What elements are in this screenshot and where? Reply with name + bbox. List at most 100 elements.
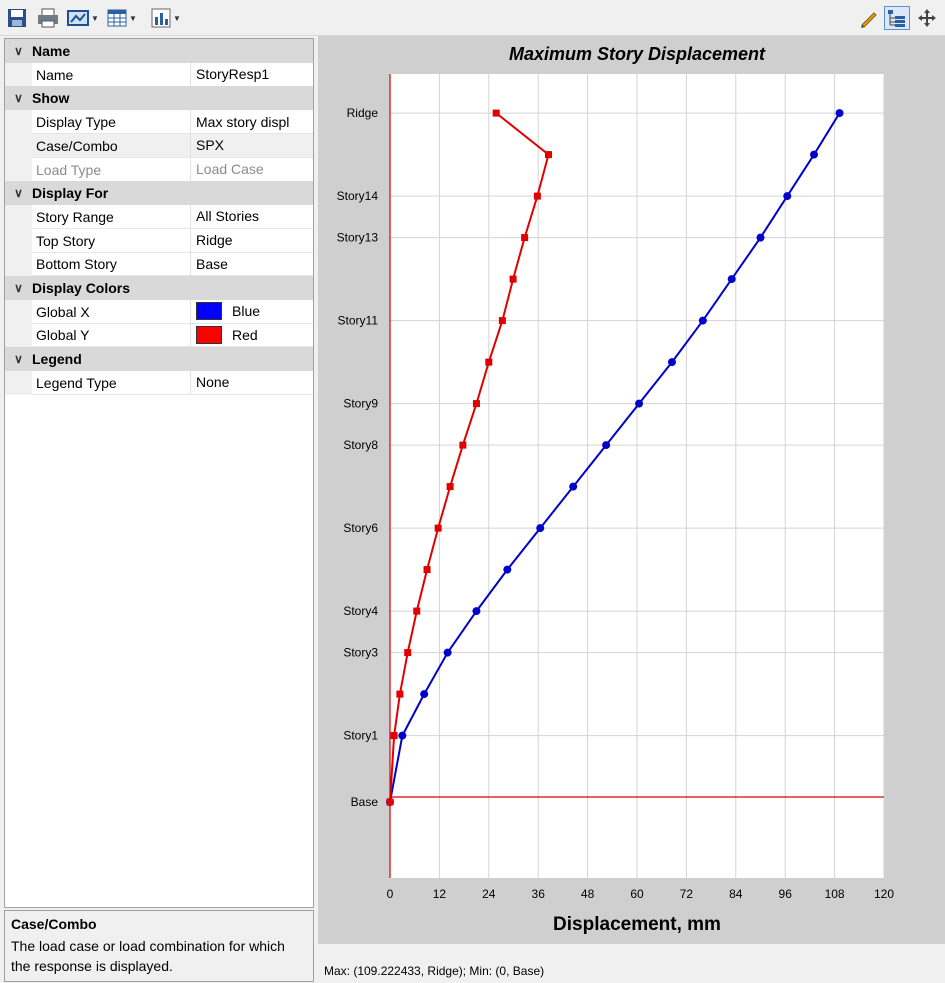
table-icon[interactable]: ▼	[106, 6, 137, 30]
row-gutter	[5, 110, 32, 135]
property-name: Display Type	[32, 110, 191, 135]
data-point	[485, 358, 493, 366]
data-point	[835, 109, 844, 118]
collapse-chevron-icon[interactable]: ∨	[14, 281, 23, 295]
x-tick-label: 0	[387, 887, 394, 901]
category-name[interactable]: ∨ Name	[5, 39, 313, 63]
story-label: Story13	[337, 231, 379, 245]
property-value[interactable]: All Stories	[191, 205, 313, 229]
data-point	[727, 275, 736, 284]
property-value[interactable]: StoryResp1	[191, 63, 313, 87]
data-point	[756, 233, 765, 242]
story-label: Story6	[343, 521, 378, 535]
description-text: The load case or load combination for wh…	[11, 938, 285, 974]
data-point	[386, 798, 394, 806]
property-value-text: Red	[232, 326, 258, 343]
property-row-name[interactable]: Name StoryResp1	[5, 62, 313, 87]
data-point	[459, 441, 467, 449]
data-point	[396, 690, 404, 698]
property-name: Bottom Story	[32, 252, 191, 277]
color-swatch[interactable]	[196, 325, 222, 344]
data-point	[492, 109, 500, 117]
data-point	[472, 400, 480, 408]
property-description: Case/Combo The load case or load combina…	[4, 910, 314, 982]
data-point	[698, 316, 707, 325]
data-point	[413, 607, 421, 615]
category-label: Name	[32, 43, 71, 59]
property-value[interactable]: Red	[191, 323, 313, 348]
category-legend[interactable]: ∨ Legend	[5, 347, 313, 372]
property-value-text: SPX	[196, 137, 225, 154]
pencil-icon[interactable]	[858, 6, 880, 30]
property-row-global-y[interactable]: Global Y Red	[5, 323, 313, 348]
property-value-text: Load Case	[196, 161, 264, 177]
category-display-for[interactable]: ∨ Display For	[5, 181, 313, 206]
x-tick-label: 96	[779, 887, 793, 901]
move-icon[interactable]	[916, 6, 938, 30]
property-value-text: All Stories	[196, 208, 260, 225]
property-value[interactable]: None	[191, 371, 313, 395]
data-point	[446, 483, 454, 491]
row-gutter	[5, 157, 32, 182]
property-row-top-story[interactable]: Top Story Ridge	[5, 228, 313, 253]
data-point	[783, 192, 792, 201]
story-label: Story3	[343, 646, 378, 660]
save-icon[interactable]	[6, 6, 28, 30]
print-icon[interactable]	[36, 6, 60, 30]
collapse-chevron-icon[interactable]: ∨	[14, 44, 23, 58]
display-icon[interactable]: ▼	[66, 6, 99, 30]
tree-view-icon[interactable]	[884, 6, 910, 30]
story-label: Story4	[343, 604, 378, 618]
data-point	[434, 524, 442, 532]
property-row-legend-type[interactable]: Legend Type None	[5, 370, 313, 395]
data-point	[443, 648, 452, 657]
property-value[interactable]: SPX	[191, 133, 313, 158]
row-gutter	[5, 370, 32, 395]
row-gutter	[5, 62, 32, 87]
property-value-text: Blue	[232, 303, 261, 320]
property-name: Name	[32, 62, 191, 87]
x-tick-label: 24	[482, 887, 496, 901]
property-row-bottom-story[interactable]: Bottom Story Base	[5, 252, 313, 277]
x-tick-label: 12	[433, 887, 447, 901]
story-label: Story1	[343, 729, 378, 743]
row-gutter	[5, 133, 32, 158]
property-value[interactable]: Max story displ	[191, 110, 313, 135]
property-value-text: Max story displ	[196, 113, 290, 130]
category-display-colors[interactable]: ∨ Display Colors	[5, 276, 313, 300]
property-name: Story Range	[32, 204, 191, 229]
x-tick-label: 84	[729, 887, 743, 901]
category-show[interactable]: ∨ Show	[5, 86, 313, 111]
data-point	[423, 566, 431, 574]
chart-icon[interactable]: ▼	[150, 6, 181, 30]
x-tick-label: 120	[874, 887, 894, 901]
data-point	[533, 192, 541, 200]
status-bar: Max: (109.222433, Ridge); Min: (0, Base)	[318, 944, 945, 983]
row-gutter	[5, 323, 32, 348]
property-row-story-range[interactable]: Story Range All Stories	[5, 204, 313, 229]
property-name: Global Y	[32, 323, 191, 348]
property-name: Legend Type	[32, 370, 191, 395]
data-point	[420, 690, 429, 699]
property-value[interactable]: Blue	[191, 300, 313, 324]
color-swatch[interactable]	[196, 302, 222, 321]
collapse-chevron-icon[interactable]: ∨	[14, 352, 23, 367]
x-axis-label: Displacement, mm	[553, 914, 721, 935]
collapse-chevron-icon[interactable]: ∨	[14, 91, 23, 106]
story-label: Story9	[343, 397, 378, 411]
collapse-chevron-icon[interactable]: ∨	[14, 186, 23, 201]
property-row-display-type[interactable]: Display Type Max story displ	[5, 110, 313, 135]
data-point	[503, 565, 512, 574]
category-label: Show	[32, 90, 70, 107]
data-point	[635, 399, 644, 408]
x-tick-label: 36	[532, 887, 546, 901]
data-point	[509, 275, 517, 283]
property-row-global-x[interactable]: Global X Blue	[5, 299, 313, 324]
data-point	[602, 441, 611, 450]
story-label: Story8	[343, 438, 378, 452]
row-gutter	[5, 204, 32, 229]
property-row-case-combo[interactable]: Case/Combo SPX	[5, 133, 313, 158]
property-value[interactable]: Ridge	[191, 229, 313, 253]
chart-title: Maximum Story Displacement	[509, 44, 766, 64]
property-value[interactable]: Base	[191, 252, 313, 277]
